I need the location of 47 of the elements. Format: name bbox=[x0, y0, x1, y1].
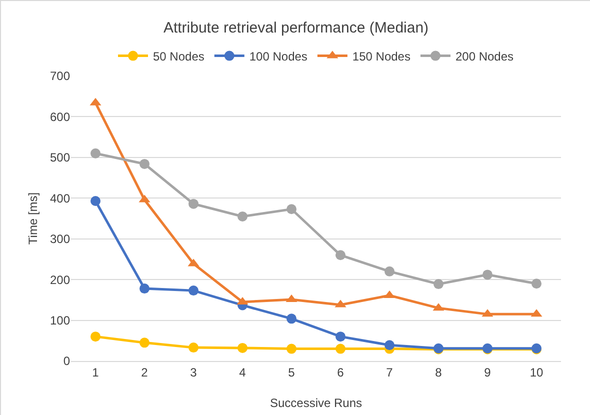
x-tick-label: 5 bbox=[288, 365, 296, 380]
point bbox=[336, 250, 346, 260]
y-tick-label: 0 bbox=[63, 354, 70, 368]
chart-title: Attribute retrieval performance (Median) bbox=[163, 19, 429, 36]
point bbox=[140, 158, 150, 169]
x-tick-label: 3 bbox=[190, 365, 198, 380]
y-axis-title: Time [ms] bbox=[26, 192, 40, 245]
point bbox=[384, 266, 394, 276]
x-tick-label: 9 bbox=[484, 365, 492, 380]
x-tick-label: 6 bbox=[337, 365, 344, 380]
point bbox=[90, 196, 100, 206]
point bbox=[336, 332, 346, 342]
y-tick-label: 600 bbox=[50, 110, 70, 124]
point bbox=[286, 314, 296, 324]
point bbox=[336, 344, 346, 354]
point bbox=[90, 332, 100, 342]
x-tick-label: 2 bbox=[141, 365, 148, 380]
point bbox=[384, 340, 394, 350]
x-tick-label: 1 bbox=[92, 365, 100, 380]
legend-label: 50 Nodes bbox=[153, 49, 204, 64]
y-tick-label: 500 bbox=[50, 150, 70, 165]
point bbox=[238, 342, 248, 353]
point bbox=[140, 338, 150, 348]
point bbox=[238, 211, 248, 222]
y-tick-label: 200 bbox=[50, 272, 70, 287]
point bbox=[482, 270, 492, 280]
point bbox=[434, 279, 444, 290]
point bbox=[188, 198, 198, 209]
point bbox=[286, 204, 296, 214]
point bbox=[140, 284, 150, 294]
point bbox=[188, 286, 198, 296]
y-tick-label: 700 bbox=[50, 69, 70, 84]
point bbox=[188, 342, 198, 353]
y-tick-label: 100 bbox=[50, 313, 70, 328]
y-tick-label: 400 bbox=[50, 191, 70, 206]
legend-label: 200 Nodes bbox=[455, 49, 514, 64]
x-tick-label: 8 bbox=[435, 365, 442, 380]
y-tick-label: 300 bbox=[50, 232, 70, 246]
point bbox=[90, 148, 100, 158]
legend-label: 150 Nodes bbox=[352, 49, 410, 64]
point bbox=[532, 278, 542, 289]
x-axis-title: Successive Runs bbox=[270, 396, 362, 410]
x-tick-label: 10 bbox=[530, 365, 544, 380]
x-tick-label: 4 bbox=[239, 365, 246, 380]
x-tick-label: 7 bbox=[386, 365, 394, 380]
legend-label: 100 Nodes bbox=[249, 49, 308, 64]
point bbox=[286, 344, 296, 354]
